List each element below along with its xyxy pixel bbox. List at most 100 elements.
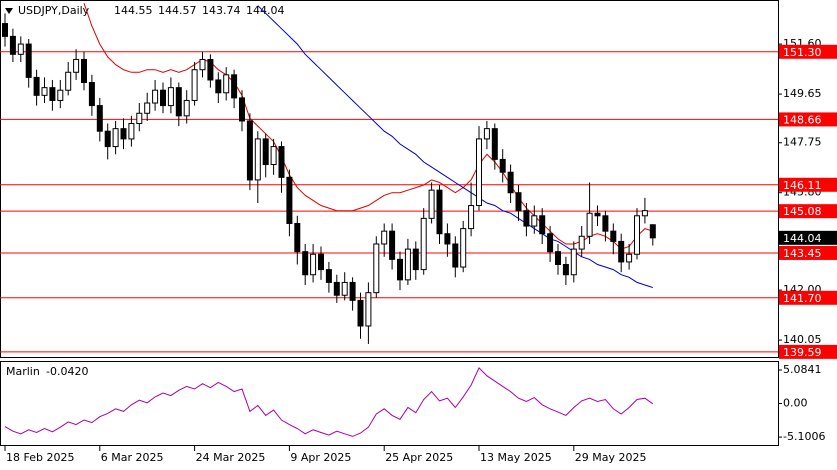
candle-body — [128, 123, 135, 140]
main-plot — [0, 2, 778, 353]
y-tick-label: 149.65 — [783, 87, 822, 100]
candle-body — [594, 212, 601, 217]
chart-title: USDJPY,Daily — [18, 4, 90, 17]
candle-body — [483, 128, 490, 140]
candle-body — [81, 58, 87, 84]
candle-body — [547, 233, 554, 253]
candle-body — [586, 212, 593, 237]
candle-body — [144, 102, 151, 114]
y-tick-label: 0.00 — [783, 397, 808, 410]
y-tick-label: 147.75 — [783, 136, 822, 149]
level-label: 151.30 — [783, 46, 822, 59]
candle-body — [310, 253, 317, 276]
ohlc-open: 144.55 — [114, 4, 153, 17]
candle-body — [404, 248, 411, 281]
level-box — [779, 177, 837, 192]
indicator-line — [4, 367, 654, 437]
candle-body — [183, 99, 190, 117]
candle-body — [373, 243, 380, 294]
y-tick-label: 140.05 — [783, 333, 822, 346]
candle-body — [365, 292, 372, 327]
candle-body — [333, 281, 340, 296]
indicator-value: -0.0420 — [46, 365, 88, 378]
level-label: 141.70 — [783, 292, 822, 305]
current-price-label: 144.04 — [783, 232, 822, 245]
level-label: 148.66 — [783, 113, 822, 126]
indicator-panel — [0, 361, 779, 446]
candle-body — [286, 176, 293, 224]
level-box — [779, 290, 837, 305]
candle-body — [649, 224, 656, 239]
main-panel — [0, 0, 779, 358]
candle-body — [578, 235, 585, 250]
candle-body — [270, 146, 277, 166]
candle-body — [254, 138, 261, 181]
indicator-plot — [4, 367, 654, 437]
x-tick-label: 29 May 2025 — [575, 451, 647, 464]
candle-body — [302, 251, 309, 276]
candle-body — [491, 128, 498, 160]
candle-body — [460, 228, 467, 268]
candle-body — [167, 87, 174, 107]
candle-body — [357, 299, 364, 327]
candle-body — [17, 43, 24, 55]
menu-arrow — [5, 8, 13, 14]
candle-body — [634, 215, 640, 255]
candle-body — [444, 233, 451, 245]
candle-body — [318, 253, 324, 271]
level-label: 139.59 — [783, 346, 822, 359]
candle-body — [412, 248, 419, 271]
candle-body — [389, 230, 396, 260]
candle-body — [468, 205, 475, 230]
y-tick-label: 5.0841 — [783, 363, 822, 376]
candle-body — [626, 253, 633, 263]
candle-body — [618, 240, 625, 263]
candle-body — [191, 69, 198, 101]
candle-body — [555, 251, 561, 265]
level-box — [779, 44, 837, 59]
candle-body — [294, 222, 301, 253]
x-tick-label: 13 May 2025 — [480, 451, 552, 464]
ohlc-close: 144.04 — [246, 4, 285, 17]
current-price-box — [779, 230, 837, 245]
moving-average — [83, 2, 653, 250]
level-label: 146.11 — [783, 179, 822, 192]
candle-body — [507, 171, 514, 194]
candle-body — [41, 87, 48, 96]
candle-body — [397, 258, 403, 281]
candle-body — [602, 215, 609, 232]
candle-body — [428, 189, 435, 219]
candle-body — [104, 130, 111, 148]
candle-body — [136, 112, 143, 125]
candle-body — [96, 105, 103, 132]
candle-body — [57, 89, 64, 101]
candle-body — [531, 215, 538, 227]
level-box — [779, 344, 837, 359]
x-tick-label: 18 Feb 2025 — [6, 451, 74, 464]
candle-body — [239, 97, 245, 122]
candle-body — [160, 89, 166, 107]
candle-body — [476, 138, 482, 207]
candle-body — [610, 230, 617, 242]
candle-body — [2, 23, 8, 37]
ohlc-high: 144.57 — [158, 4, 197, 17]
candle-body — [73, 58, 80, 73]
candle-body — [9, 35, 16, 55]
candle-body — [381, 230, 388, 245]
candle-body — [199, 58, 206, 71]
level-box — [779, 204, 837, 219]
x-tick-label: 6 Mar 2025 — [101, 451, 164, 464]
candle-body — [515, 192, 522, 212]
candle-body — [65, 71, 72, 91]
candle-body — [25, 43, 32, 78]
level-label: 143.45 — [783, 247, 822, 260]
level-label: 145.08 — [783, 205, 822, 218]
candle-body — [641, 210, 648, 217]
candle-body — [120, 128, 127, 140]
candle-body — [231, 74, 238, 99]
candle-body — [33, 76, 40, 96]
x-tick-label: 9 Apr 2025 — [290, 451, 351, 464]
candle-body — [452, 243, 459, 268]
